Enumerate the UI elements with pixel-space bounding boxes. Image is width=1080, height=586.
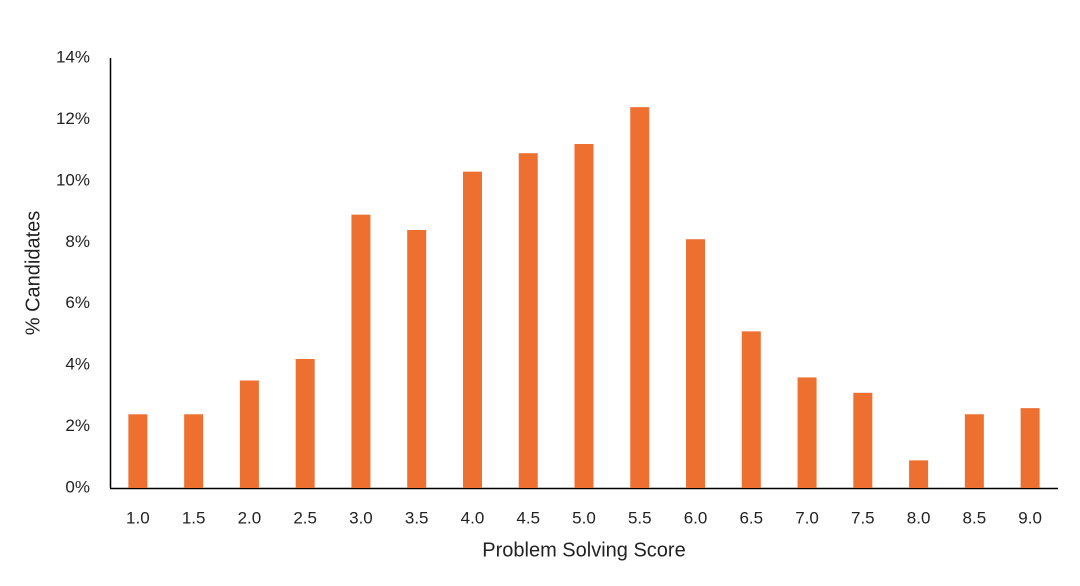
x-tick-label: 3.0 <box>349 508 373 527</box>
y-tick-label: 10% <box>56 170 90 189</box>
x-tick-label: 1.0 <box>126 508 150 527</box>
bar <box>1020 408 1040 488</box>
x-tick-label: 5.5 <box>628 508 652 527</box>
y-tick-label: 2% <box>65 416 90 435</box>
x-tick-label: 7.0 <box>795 508 819 527</box>
y-tick-label: 12% <box>56 109 90 128</box>
x-tick-label: 4.0 <box>461 508 485 527</box>
x-tick-label: 4.5 <box>516 508 540 527</box>
x-tick-label: 6.5 <box>739 508 763 527</box>
y-tick-label: 0% <box>65 477 90 496</box>
x-tick-label: 1.5 <box>182 508 206 527</box>
x-tick-label: 5.0 <box>572 508 596 527</box>
bar <box>630 107 650 489</box>
bar <box>964 414 984 488</box>
bar <box>853 392 873 488</box>
bar <box>351 214 371 488</box>
x-tick-label: 3.5 <box>405 508 429 527</box>
x-tick-label: 6.0 <box>684 508 708 527</box>
bar <box>407 230 427 488</box>
y-axis-title: % Candidates <box>22 211 44 336</box>
bar <box>518 153 538 488</box>
bar <box>574 144 594 488</box>
x-tick-label: 9.0 <box>1018 508 1042 527</box>
x-axis-title: Problem Solving Score <box>482 539 685 561</box>
y-tick-label: 14% <box>56 47 90 66</box>
bar <box>184 414 204 488</box>
bar <box>128 414 148 488</box>
bar <box>239 380 259 488</box>
bar <box>797 377 817 488</box>
bar <box>295 359 315 488</box>
x-tick-label: 8.5 <box>963 508 987 527</box>
x-tick-label: 2.5 <box>293 508 317 527</box>
y-tick-label: 4% <box>65 355 90 374</box>
y-tick-label: 6% <box>65 293 90 312</box>
x-tick-label: 8.0 <box>907 508 931 527</box>
x-tick-label: 2.0 <box>238 508 262 527</box>
bar <box>741 331 761 488</box>
bar <box>462 171 482 488</box>
x-tick-label: 7.5 <box>851 508 875 527</box>
bar <box>909 460 929 488</box>
bar <box>686 239 706 488</box>
y-tick-label: 8% <box>65 232 90 251</box>
